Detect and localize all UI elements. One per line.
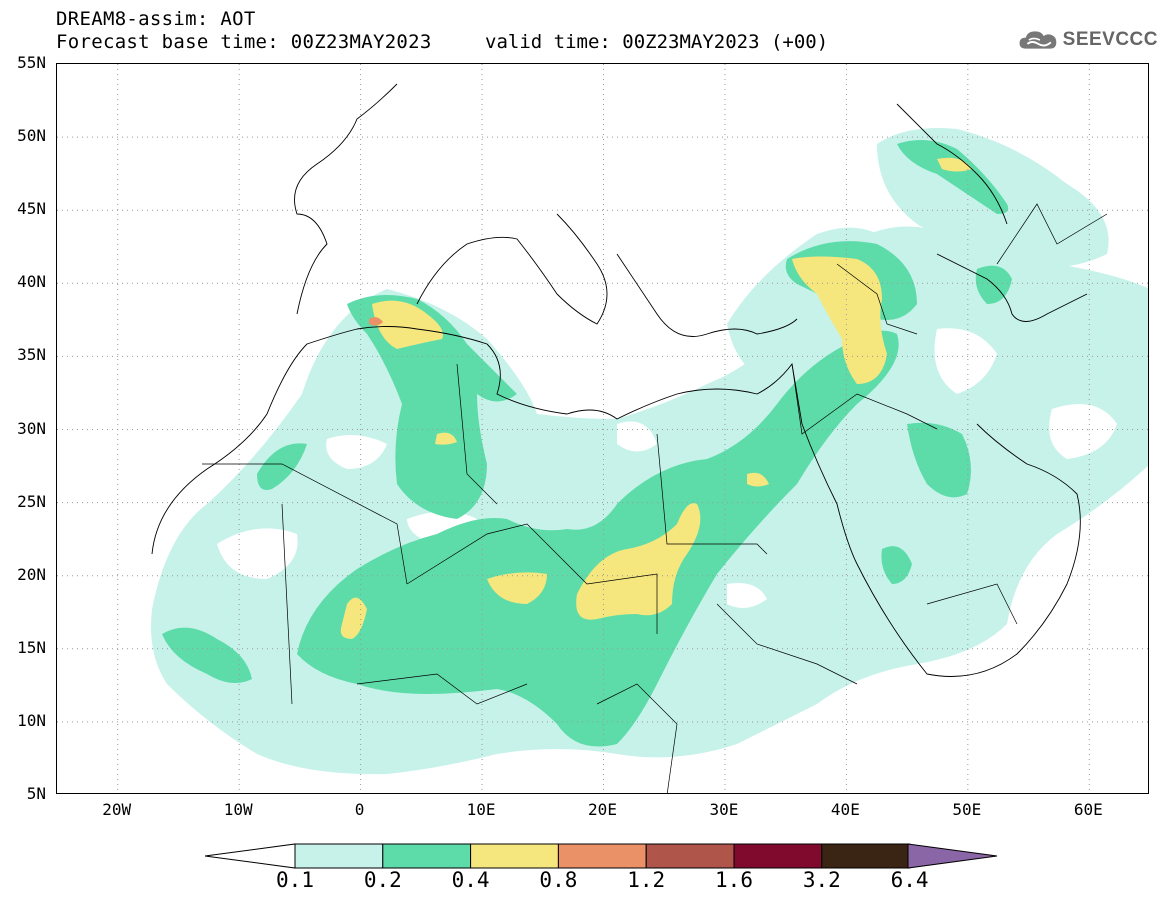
lon-label: 20E bbox=[588, 800, 617, 819]
lon-label: 50E bbox=[952, 800, 982, 819]
coastlines bbox=[151, 83, 1088, 677]
lon-label: 40E bbox=[830, 800, 860, 819]
colorbar-box bbox=[294, 843, 384, 869]
lat-label: 55N bbox=[17, 53, 46, 72]
valid-time: valid time: 00Z23MAY2023 (+00) bbox=[485, 31, 829, 53]
colorbar-box bbox=[557, 843, 647, 869]
aot-region-green-algeria bbox=[347, 295, 517, 519]
lon-label: 0 bbox=[354, 800, 365, 819]
lat-lon-grid bbox=[57, 64, 1148, 793]
aot-region-green-arabia bbox=[907, 422, 971, 498]
aot-map bbox=[57, 64, 1148, 793]
aot-region-orange-algeria bbox=[369, 317, 383, 326]
lon-label: 30E bbox=[709, 800, 739, 819]
map-title: DREAM8-assim: AOT bbox=[56, 8, 256, 30]
colorbar-level-label: 0.2 bbox=[363, 868, 402, 892]
country-borders bbox=[202, 203, 1108, 793]
colorbar-box bbox=[821, 843, 911, 869]
colorbar-level-label: 0.4 bbox=[451, 868, 490, 892]
lat-label: 40N bbox=[17, 272, 46, 292]
aot-shading bbox=[151, 128, 1148, 775]
lat-label: 10N bbox=[17, 710, 46, 730]
seevccc-logo: SEEVCCC bbox=[1018, 24, 1158, 56]
colorbar-level-label: 3.2 bbox=[802, 868, 841, 892]
lon-label: 10W bbox=[223, 800, 253, 819]
lat-label: 50N bbox=[17, 126, 46, 146]
lat-label: 30N bbox=[17, 418, 46, 438]
colorbar bbox=[205, 843, 998, 869]
colorbar-level-label: 1.2 bbox=[627, 868, 666, 892]
lat-label: 5N bbox=[26, 784, 46, 803]
colorbar-level-label: 6.4 bbox=[890, 868, 929, 892]
colorbar-box bbox=[733, 843, 823, 869]
aot-region-yellow-algeria bbox=[372, 300, 443, 349]
colorbar-box bbox=[645, 843, 735, 869]
aot-region-green-caspian bbox=[897, 140, 1009, 214]
lat-label: 35N bbox=[17, 345, 46, 365]
aot-region-yellow-chad bbox=[576, 503, 701, 620]
lon-label: 60E bbox=[1073, 800, 1103, 819]
map-area[interactable] bbox=[56, 63, 1149, 794]
colorbar-box bbox=[382, 843, 472, 869]
logo-text: SEEVCCC bbox=[1062, 29, 1158, 50]
lon-label: 20W bbox=[102, 800, 132, 819]
colorbar-high-arrow bbox=[907, 843, 998, 869]
lat-label: 15N bbox=[17, 637, 46, 657]
colorbar-low-arrow bbox=[205, 843, 296, 869]
colorbar-level-label: 0.1 bbox=[276, 868, 314, 892]
lon-label: 10E bbox=[466, 800, 496, 819]
aot-region-green-sahel bbox=[297, 330, 899, 747]
cloud-logo-icon bbox=[1019, 31, 1057, 49]
lat-label: 25N bbox=[17, 491, 46, 511]
forecast-base-time: Forecast base time: 00Z23MAY2023 bbox=[56, 31, 432, 53]
colorbar-level-label: 1.6 bbox=[715, 868, 753, 892]
lat-label: 20N bbox=[17, 564, 46, 584]
colorbar-level-label: 0.8 bbox=[539, 868, 578, 892]
lat-label: 45N bbox=[17, 199, 46, 219]
colorbar-box bbox=[470, 843, 559, 869]
aot-region-yellow-mesopotamia bbox=[792, 256, 887, 384]
